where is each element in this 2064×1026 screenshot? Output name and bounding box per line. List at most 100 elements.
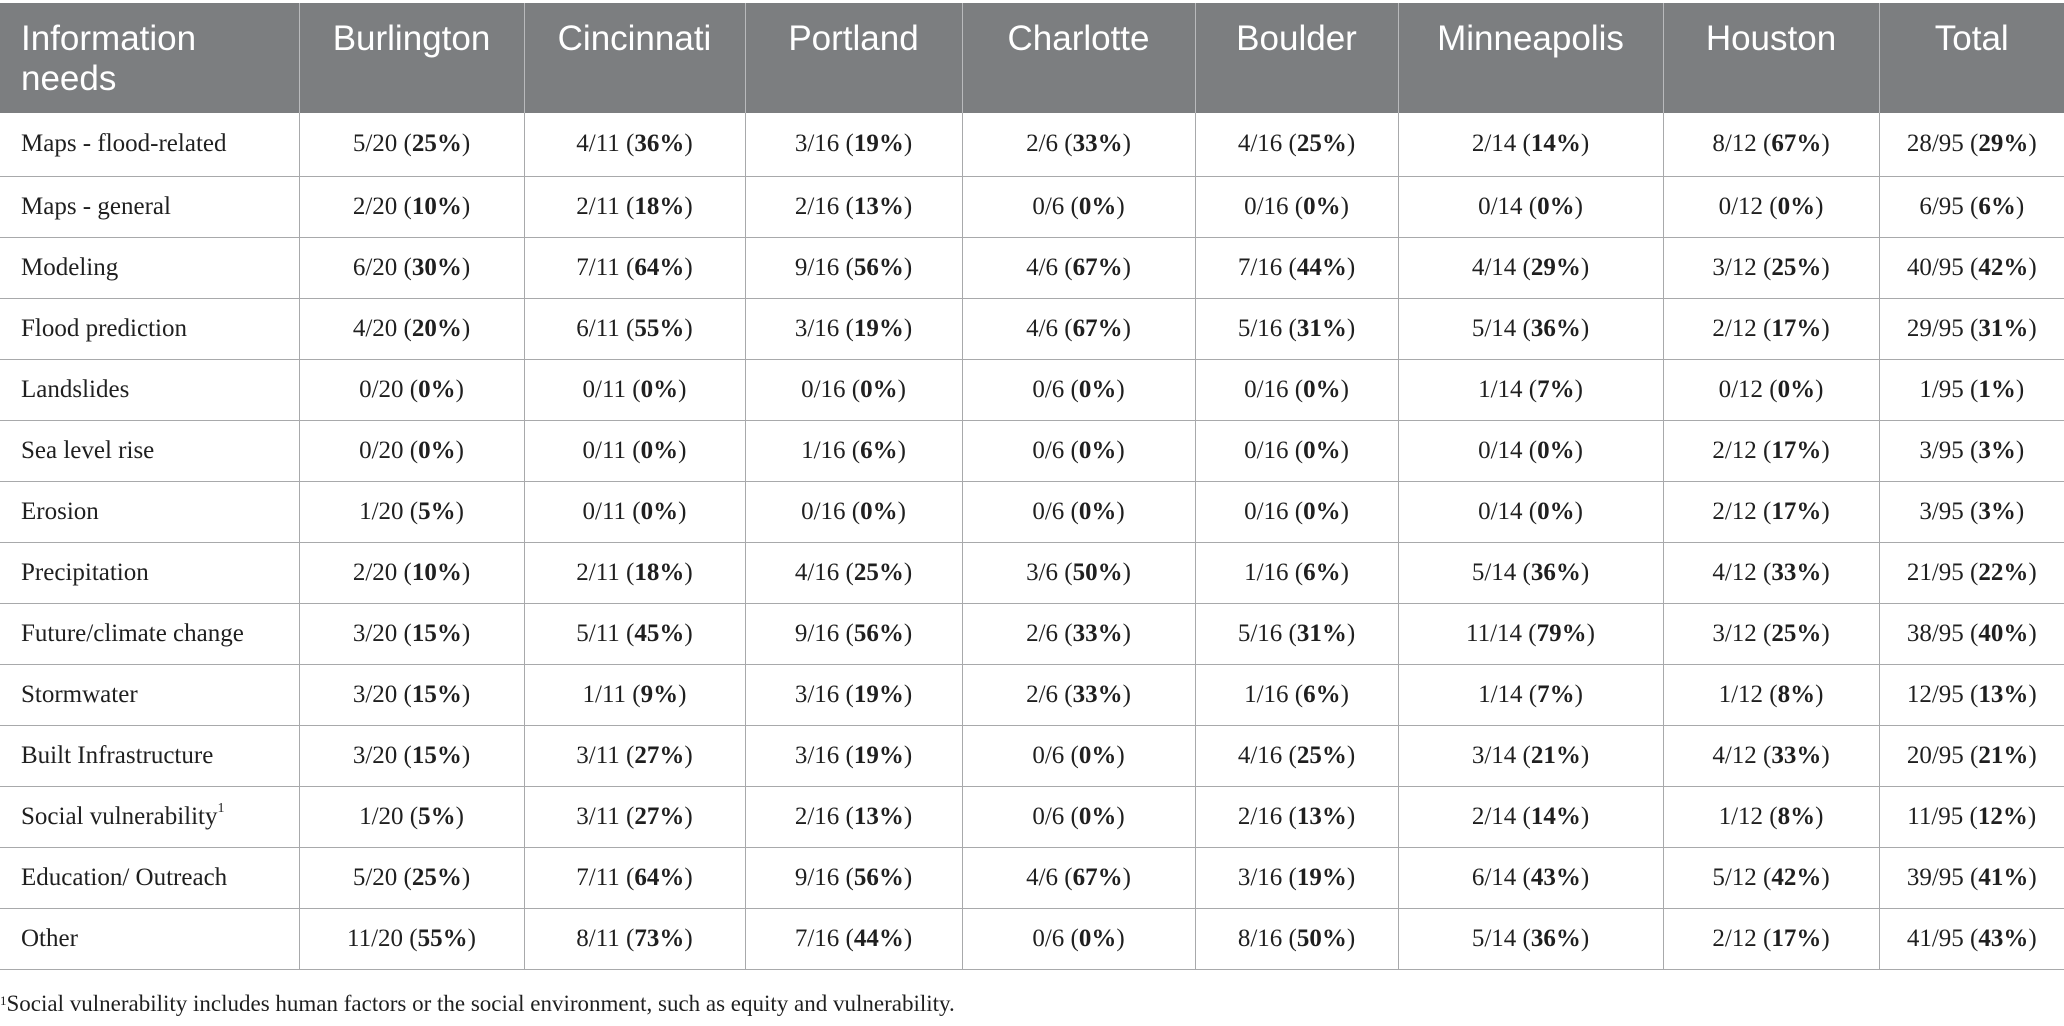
table-cell: 2/12 (17%) (1662, 908, 1879, 970)
cell-percent: 50% (1072, 558, 1123, 586)
cell-count: 2/6 ( (1026, 130, 1073, 158)
cell-count: 0/16 ( (1244, 375, 1304, 403)
cell-percent: 9% (640, 680, 679, 708)
cell-count: 1/12 ( (1718, 680, 1778, 708)
table-cell: 7/11 (64%) (523, 237, 745, 299)
table-cell: 0/6 (0%) (961, 359, 1195, 421)
cell-count: 0/6 ( (1032, 497, 1079, 525)
cell-count: 4/16 ( (1237, 741, 1297, 769)
column-header-total: Total (1878, 3, 2064, 113)
cell-count: 0/6 ( (1032, 802, 1079, 830)
cell-percent: 0% (1303, 375, 1341, 403)
table-cell: 0/16 (0%) (1194, 176, 1398, 238)
table-cell: 0/16 (0%) (744, 481, 962, 543)
table-row: Maps - flood-related 5/20 (25%) 4/11 (36%)… (0, 113, 2064, 177)
cell-count: 5/14 ( (1471, 558, 1531, 586)
table-cell: 3/14 (21%) (1397, 725, 1663, 787)
cell-percent: 64% (634, 253, 685, 281)
table-cell: 5/14 (36%) (1397, 908, 1663, 970)
cell-count: 0/11 ( (582, 497, 641, 525)
table-cell: 3/16 (19%) (744, 298, 962, 360)
column-header-minneapolis: Minneapolis (1397, 3, 1663, 113)
cell-percent: 0% (1303, 497, 1341, 525)
cell-percent: 67% (1072, 863, 1123, 891)
cell-count: 0/16 ( (801, 375, 861, 403)
table-row: Flood prediction 4/20 (20%) 6/11 (55%) 3/16… (0, 298, 2064, 360)
cell-percent: 36% (1530, 924, 1581, 952)
cell-count: 0/20 ( (359, 375, 419, 403)
cell-count: 2/12 ( (1712, 436, 1772, 464)
cell-percent: 31% (1296, 619, 1347, 647)
table-cell: 20/95 (21%) (1878, 725, 2064, 787)
table-cell: 9/16 (56%) (744, 603, 962, 665)
row-label-text: Sea level rise (21, 436, 155, 464)
table-cell: 21/95 (22%) (1878, 542, 2064, 604)
cell-count: 4/14 ( (1471, 253, 1531, 281)
cell-percent: 56% (853, 863, 904, 891)
table-cell: 5/14 (36%) (1397, 298, 1663, 360)
cell-percent: 29% (1978, 130, 2029, 158)
cell-count: 1/11 ( (582, 680, 641, 708)
table-cell: 4/16 (25%) (744, 542, 962, 604)
cell-count: 0/11 ( (582, 436, 641, 464)
table-cell: 7/16 (44%) (1194, 237, 1398, 299)
cell-count: 5/20 ( (352, 130, 412, 158)
cell-count: 7/16 ( (1237, 253, 1297, 281)
cell-count: 29/95 ( (1906, 314, 1979, 342)
cell-count: 11/20 ( (347, 924, 418, 952)
table-cell: 2/6 (33%) (961, 664, 1195, 726)
cell-percent: 27% (634, 741, 685, 769)
row-label-text: Future/climate change (21, 619, 244, 647)
cell-count: 8/12 ( (1712, 130, 1772, 158)
cell-percent: 17% (1771, 497, 1822, 525)
cell-percent: 21% (1978, 741, 2029, 769)
cell-count: 4/11 ( (576, 130, 635, 158)
cell-percent: 19% (853, 741, 904, 769)
table-row: Other 11/20 (55%) 8/11 (73%) 7/16 (44%) 0/6 … (0, 908, 2064, 970)
cell-count: 2/16 ( (794, 802, 854, 830)
cell-count: 0/14 ( (1478, 192, 1538, 220)
cell-count: 1/14 ( (1478, 680, 1538, 708)
cell-count: 12/95 ( (1906, 680, 1979, 708)
cell-count: 7/11 ( (576, 863, 635, 891)
row-label: Flood prediction (0, 298, 299, 360)
cell-percent: 3% (1978, 497, 2016, 525)
cell-percent: 79% (1536, 619, 1587, 647)
cell-percent: 43% (1978, 924, 2029, 952)
table-cell: 3/6 (50%) (961, 542, 1195, 604)
row-label-text: Landslides (21, 375, 130, 403)
cell-count: 3/11 ( (576, 802, 635, 830)
cell-count: 2/12 ( (1712, 924, 1772, 952)
table-cell: 1/11 (9%) (523, 664, 745, 726)
footnote-reference: 1 (217, 800, 225, 816)
cell-count: 3/12 ( (1712, 253, 1772, 281)
footnote-marker: 1 (0, 993, 7, 1008)
table-cell: 0/16 (0%) (1194, 420, 1398, 482)
cell-percent: 50% (1296, 924, 1347, 952)
cell-count: 5/14 ( (1471, 314, 1531, 342)
cell-count: 2/11 ( (576, 558, 635, 586)
table-cell: 4/14 (29%) (1397, 237, 1663, 299)
table-cell: 2/6 (33%) (961, 113, 1195, 177)
table-cell: 0/6 (0%) (961, 725, 1195, 787)
table-cell: 3/12 (25%) (1662, 603, 1879, 665)
cell-count: 0/16 ( (1244, 497, 1304, 525)
cell-percent: 18% (634, 558, 685, 586)
cell-percent: 1% (1978, 375, 2016, 403)
cell-percent: 10% (411, 558, 462, 586)
cell-percent: 0% (1777, 192, 1816, 220)
table-row: Stormwater 3/20 (15%) 1/11 (9%) 3/16 (19%) 2… (0, 664, 2064, 726)
table-cell: 5/20 (25%) (298, 847, 524, 909)
cell-percent: 0% (1078, 192, 1117, 220)
cell-percent: 15% (411, 619, 462, 647)
cell-count: 0/6 ( (1032, 192, 1079, 220)
cell-percent: 0% (1078, 802, 1117, 830)
table-cell: 2/20 (10%) (298, 176, 524, 238)
cell-percent: 8% (1777, 802, 1816, 830)
cell-count: 0/16 ( (1244, 192, 1304, 220)
table-row: Future/climate change 3/20 (15%) 5/11 (45%… (0, 603, 2064, 665)
cell-percent: 67% (1771, 130, 1822, 158)
cell-percent: 31% (1296, 314, 1347, 342)
cell-count: 3/95 ( (1919, 497, 1979, 525)
table-cell: 0/6 (0%) (961, 420, 1195, 482)
